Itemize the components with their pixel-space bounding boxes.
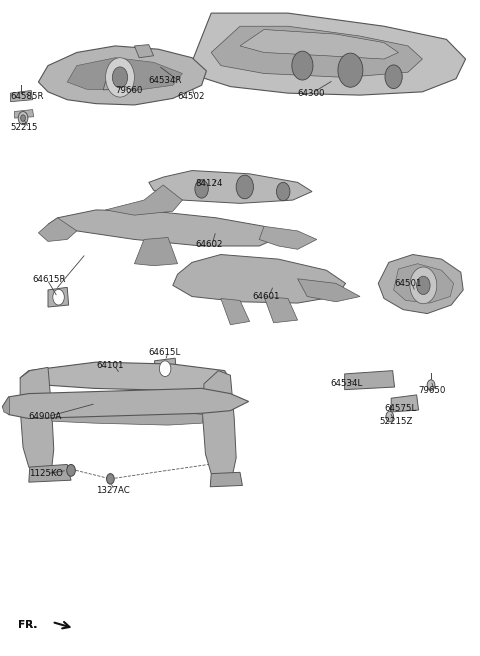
Text: 64585R: 64585R bbox=[11, 92, 44, 101]
Text: 79660: 79660 bbox=[115, 86, 143, 95]
Text: FR.: FR. bbox=[18, 619, 37, 630]
Polygon shape bbox=[67, 58, 182, 91]
Circle shape bbox=[427, 380, 435, 390]
Circle shape bbox=[338, 53, 363, 87]
Text: 84124: 84124 bbox=[196, 179, 223, 188]
Polygon shape bbox=[173, 255, 346, 303]
Polygon shape bbox=[2, 388, 249, 419]
Text: 64101: 64101 bbox=[96, 361, 123, 370]
Polygon shape bbox=[38, 46, 206, 105]
Polygon shape bbox=[38, 218, 77, 241]
Polygon shape bbox=[203, 371, 236, 478]
Text: 64300: 64300 bbox=[298, 89, 325, 98]
Text: 64615R: 64615R bbox=[33, 275, 66, 284]
Text: 64534R: 64534R bbox=[149, 75, 182, 85]
Circle shape bbox=[21, 115, 25, 121]
Polygon shape bbox=[394, 264, 454, 303]
Polygon shape bbox=[11, 91, 33, 102]
Text: 1327AC: 1327AC bbox=[96, 485, 130, 495]
Polygon shape bbox=[378, 255, 463, 314]
Text: 1125KO: 1125KO bbox=[29, 469, 63, 478]
Polygon shape bbox=[259, 226, 317, 249]
Polygon shape bbox=[2, 397, 10, 415]
Text: 52215Z: 52215Z bbox=[379, 417, 413, 426]
Text: 64602: 64602 bbox=[196, 239, 223, 249]
Text: 64502: 64502 bbox=[178, 92, 205, 101]
Text: 64601: 64601 bbox=[252, 292, 279, 301]
Polygon shape bbox=[52, 408, 203, 425]
Polygon shape bbox=[134, 237, 178, 266]
Circle shape bbox=[276, 182, 290, 201]
Polygon shape bbox=[298, 279, 360, 302]
Polygon shape bbox=[264, 297, 298, 323]
Text: 64501: 64501 bbox=[395, 279, 422, 288]
Polygon shape bbox=[240, 30, 398, 59]
Polygon shape bbox=[155, 358, 177, 379]
Circle shape bbox=[236, 175, 253, 199]
Text: FR.: FR. bbox=[18, 619, 37, 630]
Polygon shape bbox=[221, 298, 250, 325]
Polygon shape bbox=[391, 395, 419, 412]
Circle shape bbox=[67, 464, 75, 476]
Circle shape bbox=[410, 267, 437, 304]
Circle shape bbox=[159, 361, 171, 377]
Text: 64615L: 64615L bbox=[149, 348, 181, 358]
Polygon shape bbox=[14, 110, 34, 118]
Polygon shape bbox=[29, 464, 71, 482]
Circle shape bbox=[18, 112, 28, 125]
Polygon shape bbox=[48, 287, 69, 307]
Text: 64575L: 64575L bbox=[384, 404, 416, 413]
Polygon shape bbox=[20, 362, 230, 390]
Circle shape bbox=[53, 289, 64, 305]
Polygon shape bbox=[149, 171, 312, 203]
Polygon shape bbox=[211, 26, 422, 77]
Text: 79650: 79650 bbox=[419, 386, 446, 395]
Polygon shape bbox=[210, 472, 242, 487]
Polygon shape bbox=[106, 185, 182, 215]
Circle shape bbox=[112, 67, 128, 88]
Circle shape bbox=[195, 180, 208, 198]
Text: 64900A: 64900A bbox=[29, 412, 62, 421]
Text: 64534L: 64534L bbox=[330, 379, 362, 388]
Circle shape bbox=[106, 58, 134, 97]
Text: 52215: 52215 bbox=[11, 123, 38, 133]
Circle shape bbox=[107, 474, 114, 484]
Polygon shape bbox=[192, 13, 466, 95]
Polygon shape bbox=[345, 371, 395, 390]
Circle shape bbox=[292, 51, 313, 80]
Polygon shape bbox=[103, 80, 127, 90]
Polygon shape bbox=[134, 45, 154, 58]
Circle shape bbox=[385, 65, 402, 89]
Circle shape bbox=[417, 276, 430, 295]
Polygon shape bbox=[20, 367, 54, 471]
Circle shape bbox=[386, 411, 394, 422]
Polygon shape bbox=[48, 210, 278, 246]
